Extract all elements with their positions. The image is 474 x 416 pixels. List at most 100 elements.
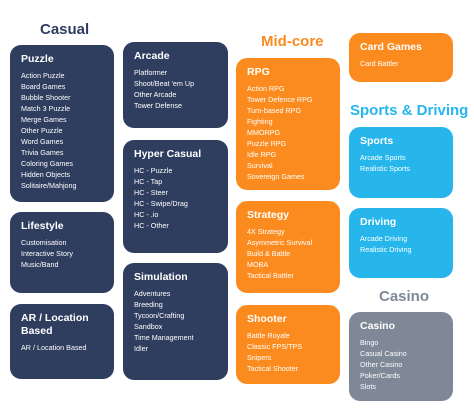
genre-item: Customisation	[21, 238, 67, 247]
genre-item: Asymmetric Survival	[247, 238, 313, 247]
genre-item: Casual Casino	[360, 349, 407, 358]
genre-item: Puzzle RPG	[247, 139, 287, 148]
card-sports: Sports Arcade Sports Realistic Sports	[349, 127, 453, 198]
genre-item: Arcade Driving	[360, 234, 408, 243]
card-card-games: Card Games Card Battler	[349, 33, 453, 82]
genre-list: Action Puzzle Board Games Bubble Shooter…	[21, 70, 104, 191]
genre-item: Sandbox	[134, 322, 163, 331]
genre-item: Battle Royale	[247, 331, 290, 340]
card-title: Lifestyle	[21, 220, 64, 232]
section-title-casino: Casino	[379, 288, 430, 305]
card-title: Card Games	[360, 41, 422, 53]
card-shooter: Shooter Battle Royale Classic FPS/TPS Sn…	[236, 305, 340, 384]
genre-item: Realistic Sports	[360, 164, 410, 173]
genre-item: HC - Puzzle	[134, 166, 173, 175]
genre-item: Coloring Games	[21, 159, 73, 168]
genre-item: Trivia Games	[21, 148, 64, 157]
genre-item: Platformer	[134, 68, 168, 77]
genre-item: Tycoon/Crafting	[134, 311, 185, 320]
card-puzzle: Puzzle Action Puzzle Board Games Bubble …	[10, 45, 114, 202]
genre-item: Sovereign Games	[247, 172, 305, 181]
card-arcade: Arcade Platformer Shoot/Beat 'em Up Othe…	[123, 42, 228, 128]
genre-item: HC - .io	[134, 210, 159, 219]
card-title: Strategy	[247, 209, 290, 221]
genre-item: HC - Tap	[134, 177, 163, 186]
card-title: RPG	[247, 66, 270, 78]
genre-item: Tower Defence RPG	[247, 95, 313, 104]
card-title: Sports	[360, 135, 394, 147]
genre-item: HC - Other	[134, 221, 169, 230]
genre-item: Other Arcade	[134, 90, 177, 99]
genre-item: Build & Battle	[247, 249, 291, 258]
card-title: Hyper Casual	[134, 148, 202, 160]
genre-item: Action RPG	[247, 84, 285, 93]
genre-item: Poker/Cards	[360, 371, 400, 380]
genre-list: AR / Location Based	[21, 342, 104, 353]
genre-item: Card Battler	[360, 59, 399, 68]
genre-item: Realistic Driving	[360, 245, 412, 254]
genre-item: Action Puzzle	[21, 71, 65, 80]
genre-item: Idle RPG	[247, 150, 277, 159]
genre-item: Merge Games	[21, 115, 67, 124]
genre-item: Bubble Shooter	[21, 93, 71, 102]
genre-item: Other Puzzle	[21, 126, 63, 135]
genre-item: HC - Steer	[134, 188, 168, 197]
card-casino: Casino Bingo Casual Casino Other Casino …	[349, 312, 453, 401]
card-title: Shooter	[247, 313, 287, 325]
section-title-midcore: Mid-core	[261, 33, 324, 50]
genre-list: Card Battler	[360, 58, 443, 69]
genre-item: Time Management	[134, 333, 194, 342]
genre-list: Battle Royale Classic FPS/TPS Snipers Ta…	[247, 330, 330, 374]
genre-item: MOBA	[247, 260, 269, 269]
genre-item: Shoot/Beat 'em Up	[134, 79, 195, 88]
card-strategy: Strategy 4X Strategy Asymmetric Survival…	[236, 201, 340, 293]
genre-item: Board Games	[21, 82, 66, 91]
genre-item: Survival	[247, 161, 273, 170]
genre-item: Solitaire/Mahjong	[21, 181, 77, 190]
card-rpg: RPG Action RPG Tower Defence RPG Turn-ba…	[236, 58, 340, 190]
genre-item: Adventures	[134, 289, 171, 298]
genre-item: Tactical Battler	[247, 271, 294, 280]
genre-list: 4X Strategy Asymmetric Survival Build & …	[247, 226, 330, 281]
genre-item: Other Casino	[360, 360, 403, 369]
genre-item: Bingo	[360, 338, 379, 347]
genre-item: Word Games	[21, 137, 64, 146]
genre-list: Customisation Interactive Story Music/Ba…	[21, 237, 104, 270]
card-driving: Driving Arcade Driving Realistic Driving	[349, 208, 453, 278]
card-simulation: Simulation Adventures Breeding Tycoon/Cr…	[123, 263, 228, 380]
genre-item: MMORPG	[247, 128, 281, 137]
genre-item: Idler	[134, 344, 148, 353]
card-title: AR / Location	[21, 312, 89, 324]
genre-item: Music/Band	[21, 260, 59, 269]
genre-item: Match 3 Puzzle	[21, 104, 71, 113]
genre-list: Arcade Sports Realistic Sports	[360, 152, 443, 174]
genre-list: Platformer Shoot/Beat 'em Up Other Arcad…	[134, 67, 218, 111]
genre-item: Slots	[360, 382, 376, 391]
genre-item: Tactical Shooter	[247, 364, 299, 373]
section-title-sports-driving: Sports & Driving	[350, 102, 469, 119]
genre-item: HC - Swipe/Drag	[134, 199, 188, 208]
genre-list: Arcade Driving Realistic Driving	[360, 233, 443, 255]
card-title: Driving	[360, 216, 397, 228]
card-title: Simulation	[134, 271, 188, 283]
card-ar-location: AR / Location Based AR / Location Based	[10, 304, 114, 379]
genre-list: Adventures Breeding Tycoon/Crafting Sand…	[134, 288, 218, 354]
genre-list: Action RPG Tower Defence RPG Turn-based …	[247, 83, 330, 182]
genre-item: Interactive Story	[21, 249, 73, 258]
genre-item: Snipers	[247, 353, 272, 362]
genre-item: Tower Defense	[134, 101, 182, 110]
genre-item: AR / Location Based	[21, 343, 87, 352]
card-lifestyle: Lifestyle Customisation Interactive Stor…	[10, 212, 114, 293]
genre-item: Breeding	[134, 300, 163, 309]
card-title: Arcade	[134, 50, 170, 62]
genre-item: 4X Strategy	[247, 227, 285, 236]
genre-item: Arcade Sports	[360, 153, 406, 162]
card-hyper-casual: Hyper Casual HC - Puzzle HC - Tap HC - S…	[123, 140, 228, 253]
genre-item: Classic FPS/TPS	[247, 342, 303, 351]
genre-item: Turn-based RPG	[247, 106, 302, 115]
section-title-casual: Casual	[40, 21, 90, 38]
card-title: Casino	[360, 320, 396, 332]
genre-item: Fighting	[247, 117, 273, 126]
card-title: Puzzle	[21, 53, 54, 65]
genre-list: Bingo Casual Casino Other Casino Poker/C…	[360, 337, 443, 392]
